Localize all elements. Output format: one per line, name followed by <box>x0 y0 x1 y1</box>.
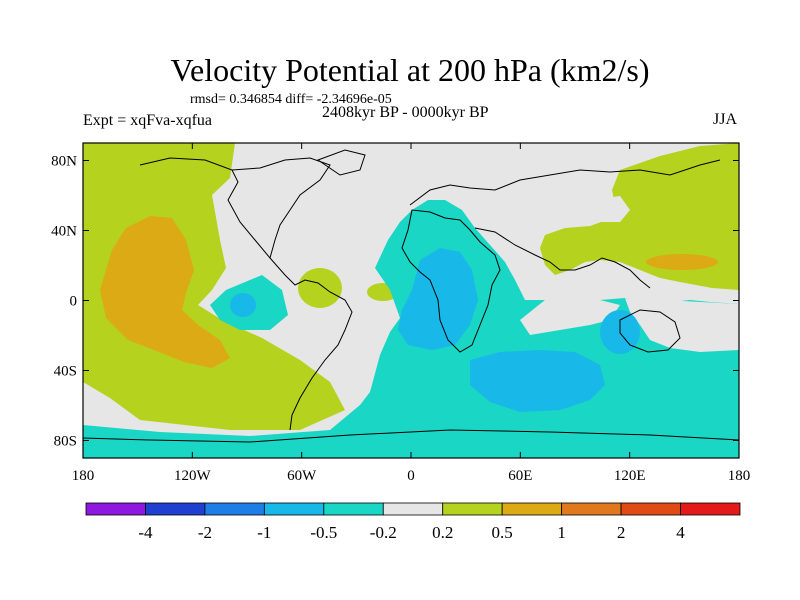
colorbar-swatch <box>382 502 444 516</box>
colorbar-swatch <box>501 502 563 516</box>
stats-line: rmsd= 0.346854 diff= -2.34696e-05 <box>190 92 392 107</box>
colorbar-label: -4 <box>138 523 153 542</box>
gray-tongue-indian <box>520 300 620 335</box>
colorbar: -4 -2 -1 -0.5 -0.2 0.2 0.5 1 2 4 <box>85 502 741 542</box>
lat-tick-label: 40S <box>54 364 77 380</box>
orange-region-nw-pacific <box>646 254 718 270</box>
colorbar-label: -1 <box>257 523 271 542</box>
colorbar-label: 4 <box>676 523 685 542</box>
colorbar-swatch <box>263 502 325 516</box>
colorbar-swatch <box>323 502 384 516</box>
lon-tick-label: 120E <box>614 468 646 484</box>
coastlines <box>83 149 739 443</box>
experiment-label: Expt = xqFva-xqfua <box>83 112 212 129</box>
lat-tick-label: 40N <box>51 224 77 240</box>
green-region-amazon <box>298 268 342 308</box>
colorbar-label: 2 <box>617 523 626 542</box>
colorbar-swatch <box>620 502 681 516</box>
lat-tick-label: 80N <box>51 154 77 170</box>
longitude-ticks: 180 120W 60W 0 60E 120E 180 <box>72 143 751 484</box>
green-region-asia <box>540 143 739 290</box>
lon-tick-label: 120W <box>174 468 212 484</box>
contour-field <box>83 143 739 458</box>
season-label: JJA <box>713 111 738 128</box>
gray-area-north-atlantic <box>330 143 455 220</box>
blue-core-eastern-pacific <box>230 293 256 317</box>
americas-west-coast <box>139 157 353 431</box>
greenland-outline <box>316 149 366 176</box>
colorbar-label: -0.2 <box>370 523 397 542</box>
gray-gap-asia <box>590 196 630 222</box>
lon-tick-label: 60W <box>287 468 317 484</box>
colorbar-label: -2 <box>198 523 212 542</box>
plot-title: Velocity Potential at 200 hPa (km2/s) <box>170 52 650 88</box>
lon-tick-label: 180 <box>728 468 751 484</box>
colorbar-swatch <box>145 502 206 516</box>
period-label: 2408kyr BP - 0000kyr BP <box>322 104 489 121</box>
colorbar-swatch <box>204 502 265 516</box>
colorbar-swatch <box>442 502 503 516</box>
blue-core-indian-ocean <box>470 350 605 412</box>
colorbar-swatch <box>561 502 622 516</box>
south-asia-coast <box>474 227 651 289</box>
colorbar-label: 0.5 <box>492 523 513 542</box>
lon-tick-label: 0 <box>407 468 415 484</box>
lon-tick-label: 180 <box>72 468 95 484</box>
latitude-ticks: 80N 40N 0 40S 80S <box>51 154 739 450</box>
antarctica-coast <box>83 429 739 443</box>
orange-region-pacific <box>100 216 230 368</box>
north-america-coast <box>231 157 331 259</box>
lat-tick-label: 0 <box>70 294 78 310</box>
colorbar-label: -0.5 <box>310 523 337 542</box>
eurasia-north-coast <box>409 159 721 206</box>
lat-tick-label: 80S <box>54 434 77 450</box>
green-region-pacific <box>83 143 345 430</box>
colorbar-swatch <box>85 502 146 516</box>
australia-outline <box>619 309 681 353</box>
colorbar-label: 0.2 <box>432 523 453 542</box>
africa-outline <box>401 209 501 353</box>
colorbar-swatch <box>680 502 741 516</box>
colorbar-label: 1 <box>557 523 566 542</box>
lon-tick-label: 60E <box>508 468 532 484</box>
